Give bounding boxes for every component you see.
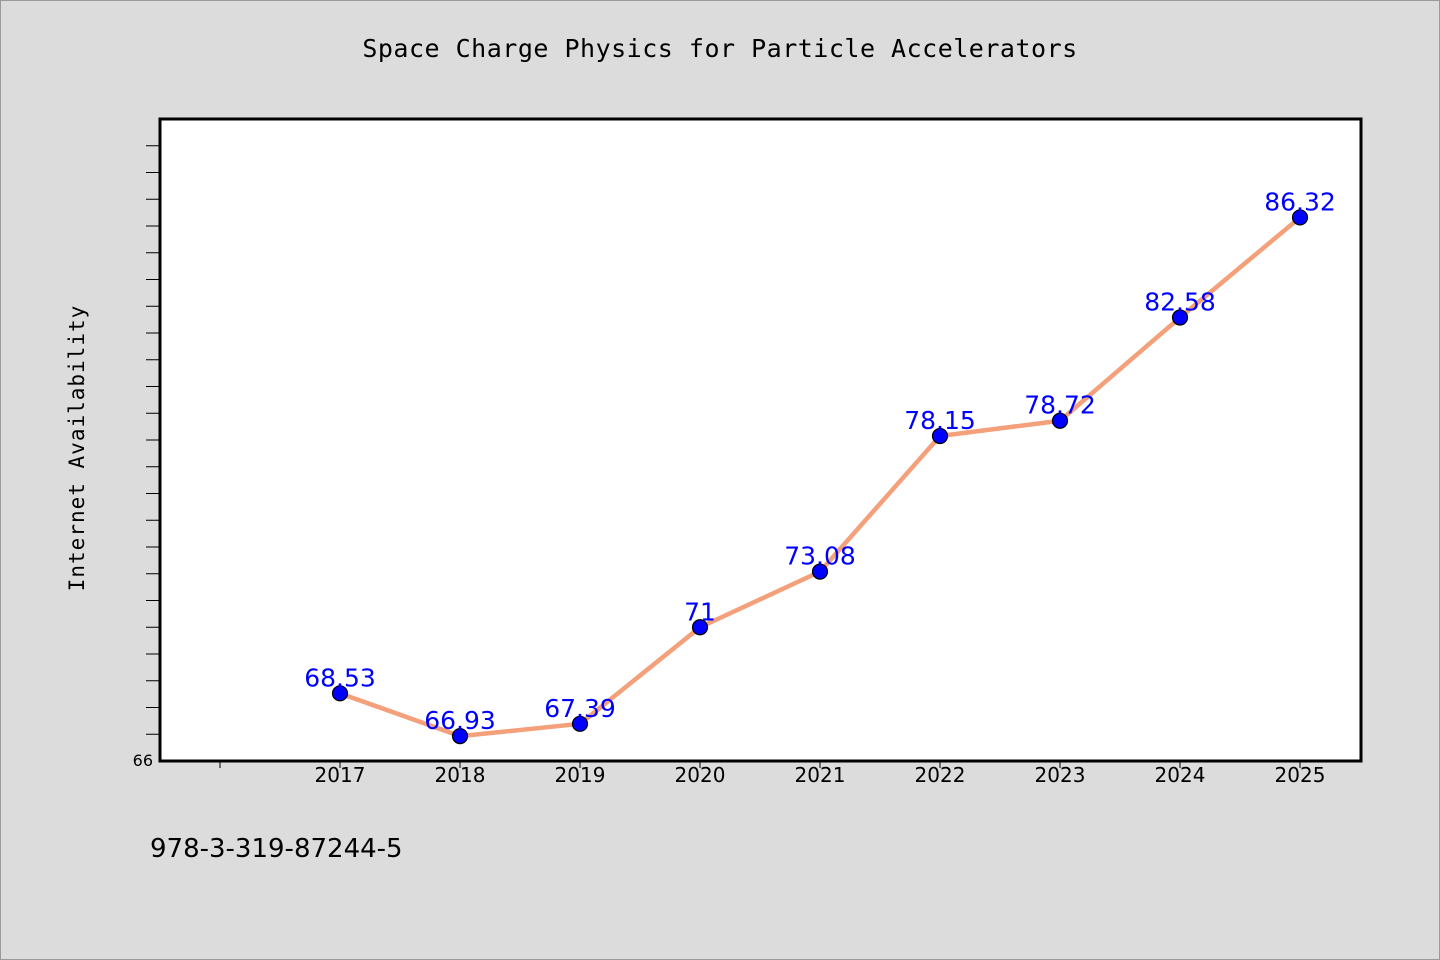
x-tick-label: 2017	[315, 763, 366, 787]
x-tick-label: 2024	[1155, 763, 1206, 787]
x-tick-label: 2020	[675, 763, 726, 787]
data-point	[571, 715, 589, 732]
data-point	[1051, 412, 1069, 429]
data-point	[931, 427, 949, 445]
data-point	[811, 563, 829, 580]
isbn-code: 978-3-319-87244-5	[150, 834, 403, 864]
chart-title: Space Charge Physics for Particle Accele…	[362, 34, 1078, 63]
y-axis-ticks: 66	[133, 145, 160, 770]
data-point	[691, 619, 709, 636]
data-label: 86.32	[1264, 187, 1336, 216]
data-label: 78.72	[1024, 391, 1096, 420]
data-labels-layer: 68.53 66.93 67.39 71 73.08 78.15 78.72 82.58 86.…	[304, 187, 1336, 735]
data-label: 82.58	[1144, 287, 1216, 316]
series-layer	[331, 209, 1309, 745]
data-label: 66.93	[424, 706, 496, 735]
data-label: 73.08	[784, 542, 856, 571]
x-tick-label: 2018	[435, 763, 486, 787]
y-tick-label: 66	[133, 751, 153, 770]
x-tick-label: 2022	[915, 763, 966, 787]
x-tick-label: 2023	[1035, 763, 1086, 787]
data-point	[331, 685, 349, 702]
x-tick-label: 2021	[795, 763, 846, 787]
x-tick-label: 2025	[1275, 763, 1326, 787]
data-label: 68.53	[304, 663, 376, 692]
data-label: 78.15	[904, 406, 976, 435]
data-label: 67.39	[544, 694, 616, 723]
data-point	[451, 728, 469, 745]
x-axis-ticks: 2017 2018 2019 2020 2021 2022 2023 2024 2025	[219, 761, 1326, 787]
data-point	[1171, 309, 1189, 326]
data-point	[1291, 209, 1309, 226]
plot-background	[158, 117, 1363, 763]
x-tick-label: 2019	[555, 763, 606, 787]
data-label: 71	[684, 597, 716, 626]
